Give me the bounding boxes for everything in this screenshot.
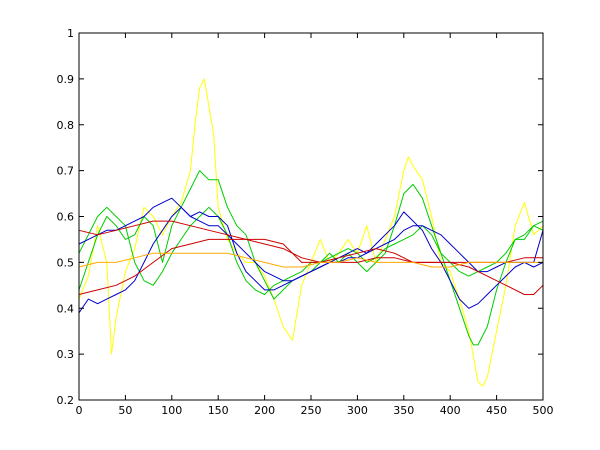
x-tick-label: 450 xyxy=(486,404,507,417)
x-tick-label: 100 xyxy=(161,404,182,417)
series-line-1 xyxy=(78,78,544,387)
series-layer xyxy=(78,78,544,387)
x-tick-label: 250 xyxy=(301,404,322,417)
x-tick-label: 350 xyxy=(393,404,414,417)
y-tick-label: 0.9 xyxy=(57,73,75,86)
x-tick-label: 0 xyxy=(76,404,83,417)
y-tick-label: 0.8 xyxy=(57,119,75,132)
x-tick-label: 150 xyxy=(208,404,229,417)
y-tick-label: 1 xyxy=(67,27,74,40)
series-line-5 xyxy=(78,197,544,282)
series-line-3 xyxy=(78,206,544,295)
axes-layer: 0 50 100 150 200 250 300 350 400 450 500 0.2 0.3 0.4 0… xyxy=(57,27,554,417)
y-tick-label: 0.4 xyxy=(57,302,75,315)
y-tick-label: 0.5 xyxy=(57,256,75,269)
y-tick-label: 0.6 xyxy=(57,211,75,224)
y-tick-label: 0.3 xyxy=(57,348,75,361)
y-tick-label: 0.7 xyxy=(57,165,75,178)
x-tick-label: 400 xyxy=(440,404,461,417)
x-tick-label: 300 xyxy=(347,404,368,417)
x-tick-label: 500 xyxy=(533,404,554,417)
y-tick-label: 0.2 xyxy=(57,394,75,407)
x-tick-label: 200 xyxy=(254,404,275,417)
series-line-7 xyxy=(78,238,543,295)
series-line-8 xyxy=(78,252,543,268)
x-tick-label: 50 xyxy=(118,404,132,417)
series-line-2 xyxy=(78,170,544,346)
